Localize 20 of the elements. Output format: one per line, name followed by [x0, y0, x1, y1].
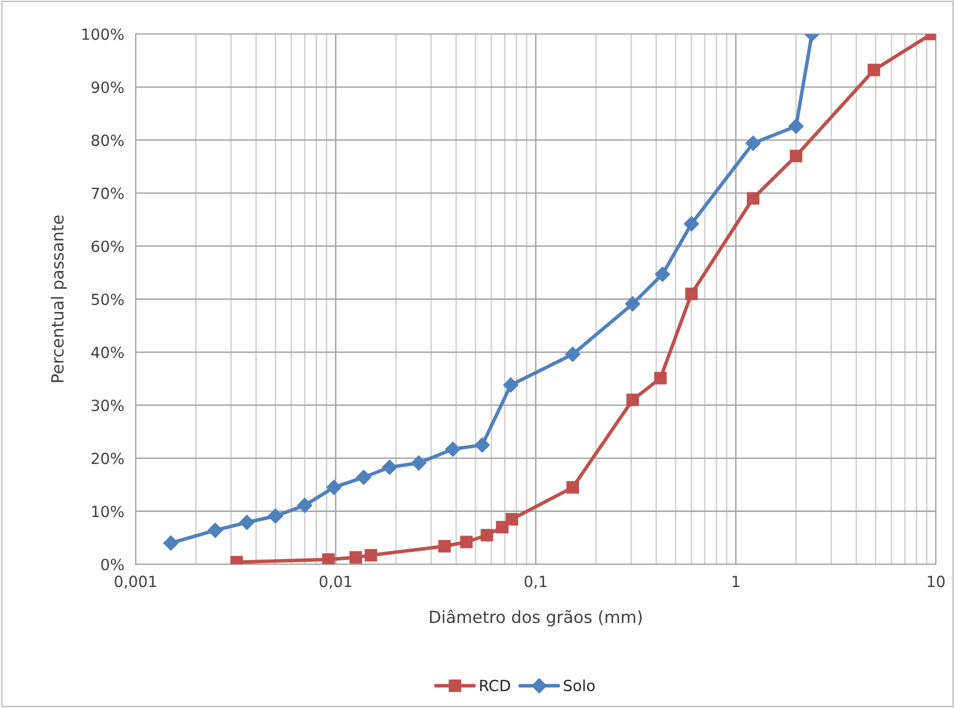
x-tick-label: 0,01 [320, 576, 352, 589]
y-tick-label: 70% [92, 188, 124, 200]
x-tick-label: 1 [732, 576, 740, 587]
y-tick-label: 10% [92, 506, 124, 518]
legend-label: Solo [564, 679, 595, 692]
y-tick-label: 60% [92, 240, 124, 252]
x-tick-label: 0,1 [524, 576, 546, 589]
y-tick-label: 100% [82, 28, 124, 40]
x-tick-label: 0,001 [114, 576, 156, 589]
y-tick-label: 30% [92, 400, 124, 412]
x-tick-label: 10 [928, 576, 945, 588]
x-axis-title: Diâmetro dos grãos (mm) [430, 610, 642, 626]
y-tick-label: 20% [92, 452, 124, 464]
y-tick-label: 80% [92, 134, 124, 146]
y-tick-label: 0% [101, 558, 124, 570]
y-tick-label: 50% [92, 294, 124, 306]
y-tick-label: 90% [92, 81, 124, 94]
y-axis-title: Percentual passante [50, 215, 67, 382]
y-tick-label: 40% [91, 346, 124, 358]
legend-label: RCD [480, 680, 510, 692]
